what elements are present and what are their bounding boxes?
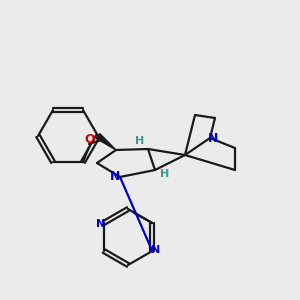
Text: H: H — [135, 136, 145, 146]
Text: N: N — [208, 131, 218, 145]
Text: N: N — [110, 169, 120, 182]
Text: N: N — [96, 219, 105, 229]
Text: N: N — [151, 245, 160, 255]
Text: H: H — [160, 169, 169, 179]
Text: O: O — [85, 134, 95, 146]
Polygon shape — [96, 134, 116, 150]
